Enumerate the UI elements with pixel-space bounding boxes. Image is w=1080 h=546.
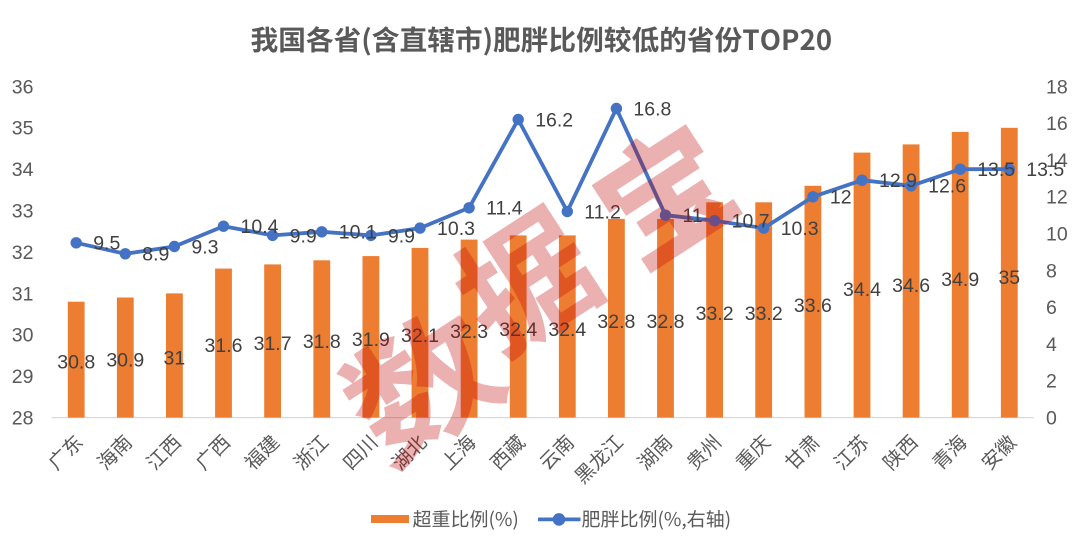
svg-text:6: 6 [1046, 297, 1057, 319]
svg-text:30.8: 30.8 [57, 351, 95, 373]
svg-text:10: 10 [1046, 224, 1068, 246]
svg-text:31.6: 31.6 [205, 335, 243, 357]
svg-text:31.7: 31.7 [254, 333, 292, 355]
svg-text:32.3: 32.3 [450, 321, 488, 343]
svg-text:10.7: 10.7 [732, 211, 770, 233]
svg-text:12.6: 12.6 [928, 176, 966, 198]
svg-text:32.4: 32.4 [548, 319, 586, 341]
svg-text:29: 29 [12, 366, 34, 388]
svg-text:34.9: 34.9 [941, 269, 979, 291]
svg-text:33.2: 33.2 [745, 303, 783, 325]
svg-text:10.4: 10.4 [241, 216, 279, 238]
svg-text:9.5: 9.5 [93, 233, 120, 255]
svg-text:16.8: 16.8 [633, 98, 671, 120]
svg-text:2: 2 [1046, 371, 1057, 393]
svg-text:34.4: 34.4 [843, 279, 881, 301]
svg-text:36: 36 [12, 76, 34, 98]
svg-text:33: 33 [12, 201, 34, 223]
svg-text:9.9: 9.9 [290, 225, 317, 247]
svg-text:16: 16 [1046, 113, 1068, 135]
svg-text:28: 28 [12, 408, 34, 430]
svg-text:35: 35 [998, 267, 1020, 289]
svg-text:12.9: 12.9 [879, 170, 917, 192]
svg-text:8.9: 8.9 [142, 244, 169, 266]
svg-text:30.9: 30.9 [106, 349, 144, 371]
svg-text:8: 8 [1046, 260, 1057, 282]
svg-text:31: 31 [12, 283, 34, 305]
svg-text:31: 31 [164, 347, 186, 369]
svg-text:12: 12 [1046, 187, 1068, 209]
svg-text:32: 32 [12, 242, 34, 264]
svg-text:10.3: 10.3 [781, 218, 819, 240]
svg-text:10.3: 10.3 [437, 218, 475, 240]
svg-text:11.2: 11.2 [584, 201, 621, 223]
svg-text:10.1: 10.1 [339, 222, 377, 244]
svg-text:30: 30 [12, 325, 34, 347]
svg-text:32.8: 32.8 [647, 311, 685, 333]
svg-text:0: 0 [1046, 408, 1057, 430]
svg-text:32.8: 32.8 [597, 311, 635, 333]
svg-text:9.9: 9.9 [388, 225, 415, 247]
svg-text:12: 12 [830, 187, 852, 209]
svg-text:33.2: 33.2 [696, 303, 734, 325]
svg-text:11: 11 [683, 205, 703, 227]
svg-text:32.4: 32.4 [499, 319, 537, 341]
svg-text:14: 14 [1046, 150, 1068, 172]
svg-text:31.8: 31.8 [303, 331, 341, 353]
svg-text:34.6: 34.6 [892, 275, 930, 297]
svg-text:34: 34 [12, 159, 34, 181]
svg-text:13.5: 13.5 [977, 159, 1015, 181]
svg-text:18: 18 [1046, 76, 1068, 98]
svg-text:35: 35 [12, 118, 34, 140]
svg-text:16.2: 16.2 [535, 109, 573, 131]
svg-text:33.6: 33.6 [794, 295, 832, 317]
svg-text:4: 4 [1046, 334, 1057, 356]
svg-text:9.3: 9.3 [191, 236, 218, 258]
svg-text:11.4: 11.4 [486, 198, 523, 220]
svg-text:31.9: 31.9 [352, 329, 390, 351]
svg-text:32.1: 32.1 [401, 325, 439, 347]
svg-text:13.5: 13.5 [1026, 159, 1064, 181]
